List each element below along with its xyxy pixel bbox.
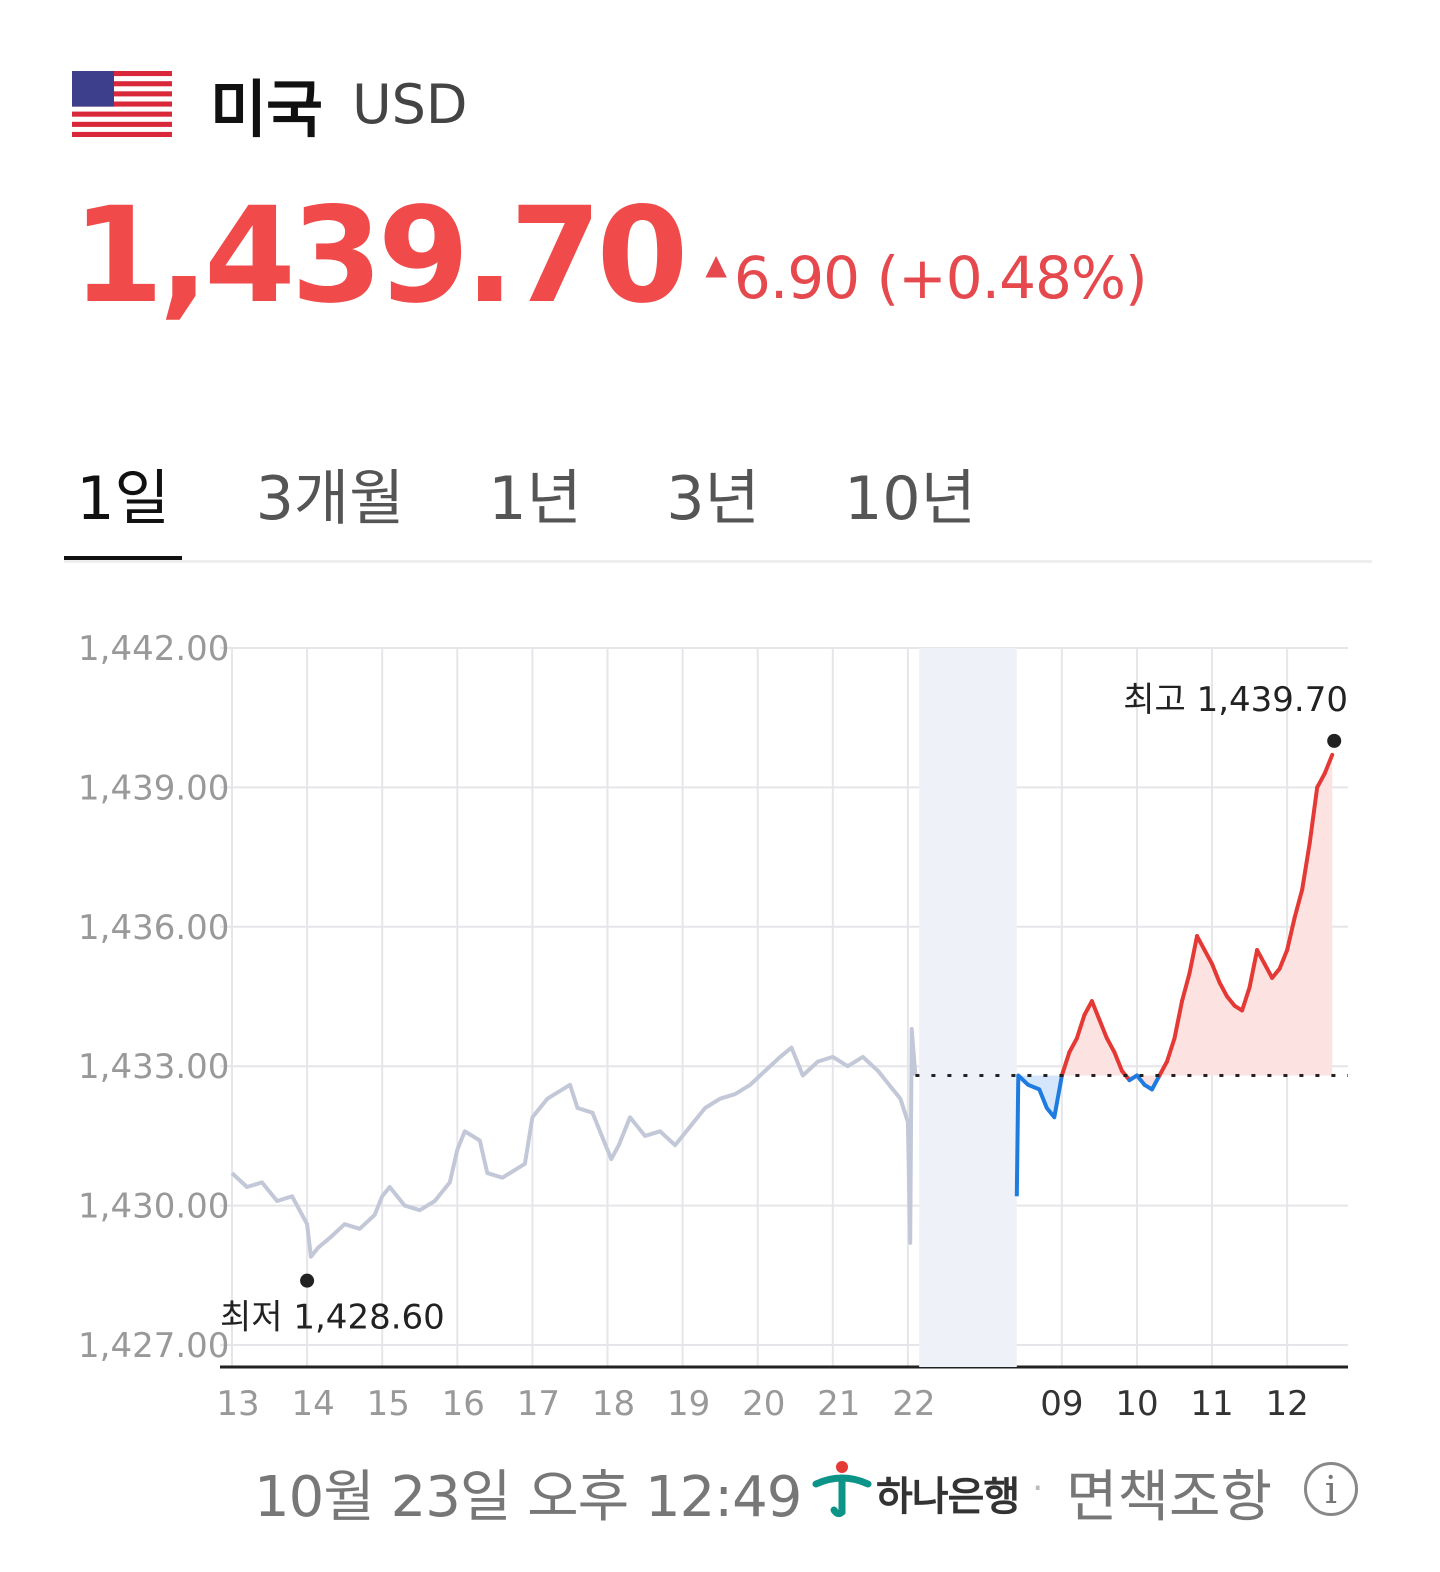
chart-lines [230,752,1335,1259]
change-value: 6.90 (+0.48%) [733,244,1148,312]
today-line-segment [1059,1050,1072,1078]
x-tick-label: 13 [216,1384,259,1424]
today-line-segment [1322,752,1335,776]
tab-10y[interactable]: 10년 [844,464,976,534]
today-line-segment [1292,887,1305,920]
today-line-segment [1195,934,1207,953]
x-tick-label: 20 [742,1384,785,1424]
y-tick-label: 1,430.00 [78,1187,229,1227]
low-point [300,1273,315,1288]
today-line-segment [1074,1013,1087,1041]
today-line-segment [1247,948,1260,990]
today-line-segment [1104,1036,1117,1055]
up-area-fill [1061,754,1333,1090]
disclaimer-link[interactable]: 면책조항 [1066,1465,1273,1530]
footer: 10월 23일 오후 12:49 하나은행 · 면책조항 i [0,1452,1440,1532]
moon-icon [953,1380,970,1412]
previous-day-line [230,1027,918,1259]
today-line-segment [1315,771,1327,790]
night-open-line [1014,1073,1064,1197]
today-line-segment [1082,999,1094,1018]
y-tick-label: 1,427.00 [78,1326,229,1366]
separator: · [1032,1468,1044,1509]
today-line-segment [1240,985,1252,1013]
up-arrow-icon: ▲ [705,247,727,281]
chart-marks [300,733,1348,1288]
x-tick-label: 09 [1040,1384,1083,1424]
today-line-segment [1187,934,1200,976]
today-line-segment [1149,1073,1162,1092]
y-tick-label: 1,436.00 [78,908,229,948]
tab-1d[interactable]: 1일 [64,430,182,560]
today-line-segment [1067,1036,1079,1055]
hana-bank-logo-icon [812,1461,872,1518]
period-tabs: 1일 3개월 1년 3년 10년 [64,430,1372,563]
today-line-segment [1089,999,1102,1022]
today-line-segment [1164,1036,1177,1064]
y-tick-label: 1,442.00 [78,629,229,669]
night-shade [919,648,1017,1367]
x-tick-label: 18 [592,1384,635,1424]
y-tick-label: 1,439.00 [78,768,229,808]
today-line-segment [1255,948,1267,966]
night-session-shade [919,648,1017,1367]
today-line-segment [1172,999,1185,1041]
tab-3y[interactable]: 3년 [666,464,760,534]
x-tick-label: 21 [817,1384,860,1424]
today-line-segment [1202,948,1215,966]
today-line-segment [1157,1059,1169,1078]
today-line-segment [1180,971,1192,1004]
y-tick-label: 1,433.00 [78,1047,229,1087]
current-price: 1,439.70 [72,179,688,333]
x-tick-label: 12 [1266,1384,1309,1424]
x-tick-label: 15 [367,1384,410,1424]
today-line-segment [1217,980,1230,999]
info-icon[interactable]: i [1304,1462,1358,1516]
x-tick-label: 16 [442,1384,485,1424]
low-label: 최저 1,428.60 [220,1298,445,1338]
us-flag-icon [72,71,172,137]
x-tick-label: 22 [892,1384,935,1424]
quote: 1,439.70 ▲ 6.90 (+0.48%) [72,179,1148,333]
x-tick-label: 10 [1115,1384,1158,1424]
today-line-segment [1300,841,1312,892]
x-tick-label: 17 [517,1384,560,1424]
today-line-segment [1285,915,1297,953]
exchange-rate-chart[interactable]: 1,442.00 1,439.00 1,436.00 1,433.00 1,430.00… [0,600,1440,1440]
bank-name: 하나은행 [876,1474,1020,1520]
price-change: ▲ 6.90 (+0.48%) [705,244,1148,312]
chart-fills [1018,754,1333,1118]
down-area-fill [1018,1075,1062,1118]
today-line-segment [1112,1050,1124,1073]
x-tick-label: 19 [667,1384,710,1424]
today-line-segment [1210,961,1222,985]
x-tick-label: 14 [291,1384,334,1424]
tab-1y[interactable]: 1년 [488,464,582,534]
tab-3m[interactable]: 3개월 [255,464,405,534]
country-name: 미국 [210,73,323,146]
today-line-segment [1307,785,1320,846]
chart-labels: 1,442.00 1,439.00 1,436.00 1,433.00 1,430.00… [78,629,1348,1424]
high-label: 최고 1,439.70 [1123,680,1348,720]
header: 미국 USD [72,68,468,146]
currency-code: USD [352,72,468,136]
today-line-segment [1097,1017,1109,1041]
timestamp: 10월 23일 오후 12:49 [254,1465,802,1530]
high-point [1327,733,1342,748]
today-line-segment [1277,948,1290,971]
x-tick-label: 11 [1190,1384,1233,1424]
today-line-segment [1262,961,1275,980]
